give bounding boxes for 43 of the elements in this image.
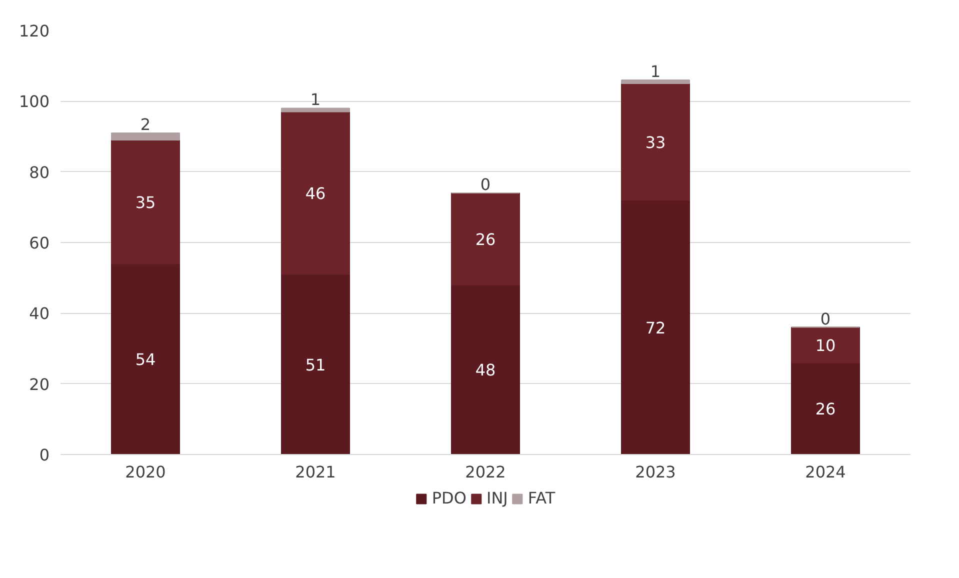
legend-label: FAT	[528, 488, 556, 508]
y-tick-label: 80	[29, 162, 50, 182]
x-tick-label: 2021	[295, 462, 336, 482]
data-label: 48	[475, 360, 496, 380]
bar	[281, 108, 350, 112]
legend-label: PDO	[432, 488, 466, 508]
data-label: 46	[305, 184, 326, 204]
y-tick-label: 120	[18, 22, 50, 40]
bar	[621, 79, 690, 84]
data-label: 35	[135, 192, 156, 212]
x-tick-label: 2022	[465, 462, 506, 482]
bar	[451, 192, 520, 286]
x-tick-label: 2024	[805, 462, 846, 482]
bar	[111, 132, 180, 141]
data-label: 1	[310, 90, 321, 110]
legend-label: INJ	[486, 488, 508, 508]
data-label: 26	[475, 230, 496, 249]
x-tick-label: 2023	[635, 462, 676, 482]
bar	[621, 200, 690, 454]
data-label: 51	[305, 355, 326, 374]
bar	[111, 263, 180, 454]
bar	[281, 111, 350, 275]
y-tick-label: 20	[29, 374, 50, 394]
data-label: 54	[135, 350, 156, 370]
y-tick-label: 40	[29, 304, 50, 324]
bar	[281, 274, 350, 454]
data-label: 2	[140, 114, 151, 134]
data-label: 72	[645, 318, 666, 338]
data-label: 10	[815, 336, 836, 355]
bar	[621, 83, 690, 201]
x-tick-label: 2020	[125, 462, 166, 482]
bar	[791, 326, 860, 364]
data-label: 1	[650, 62, 661, 81]
bar	[451, 284, 520, 454]
y-tick-label: 100	[18, 92, 50, 112]
data-label: 33	[645, 132, 666, 152]
bar	[111, 140, 180, 264]
data-label: 0	[820, 309, 831, 328]
y-tick-label: 60	[29, 234, 50, 252]
bar	[791, 362, 860, 454]
data-label: 0	[480, 175, 491, 194]
data-label: 26	[815, 400, 836, 419]
y-tick-label: 0	[39, 446, 50, 464]
